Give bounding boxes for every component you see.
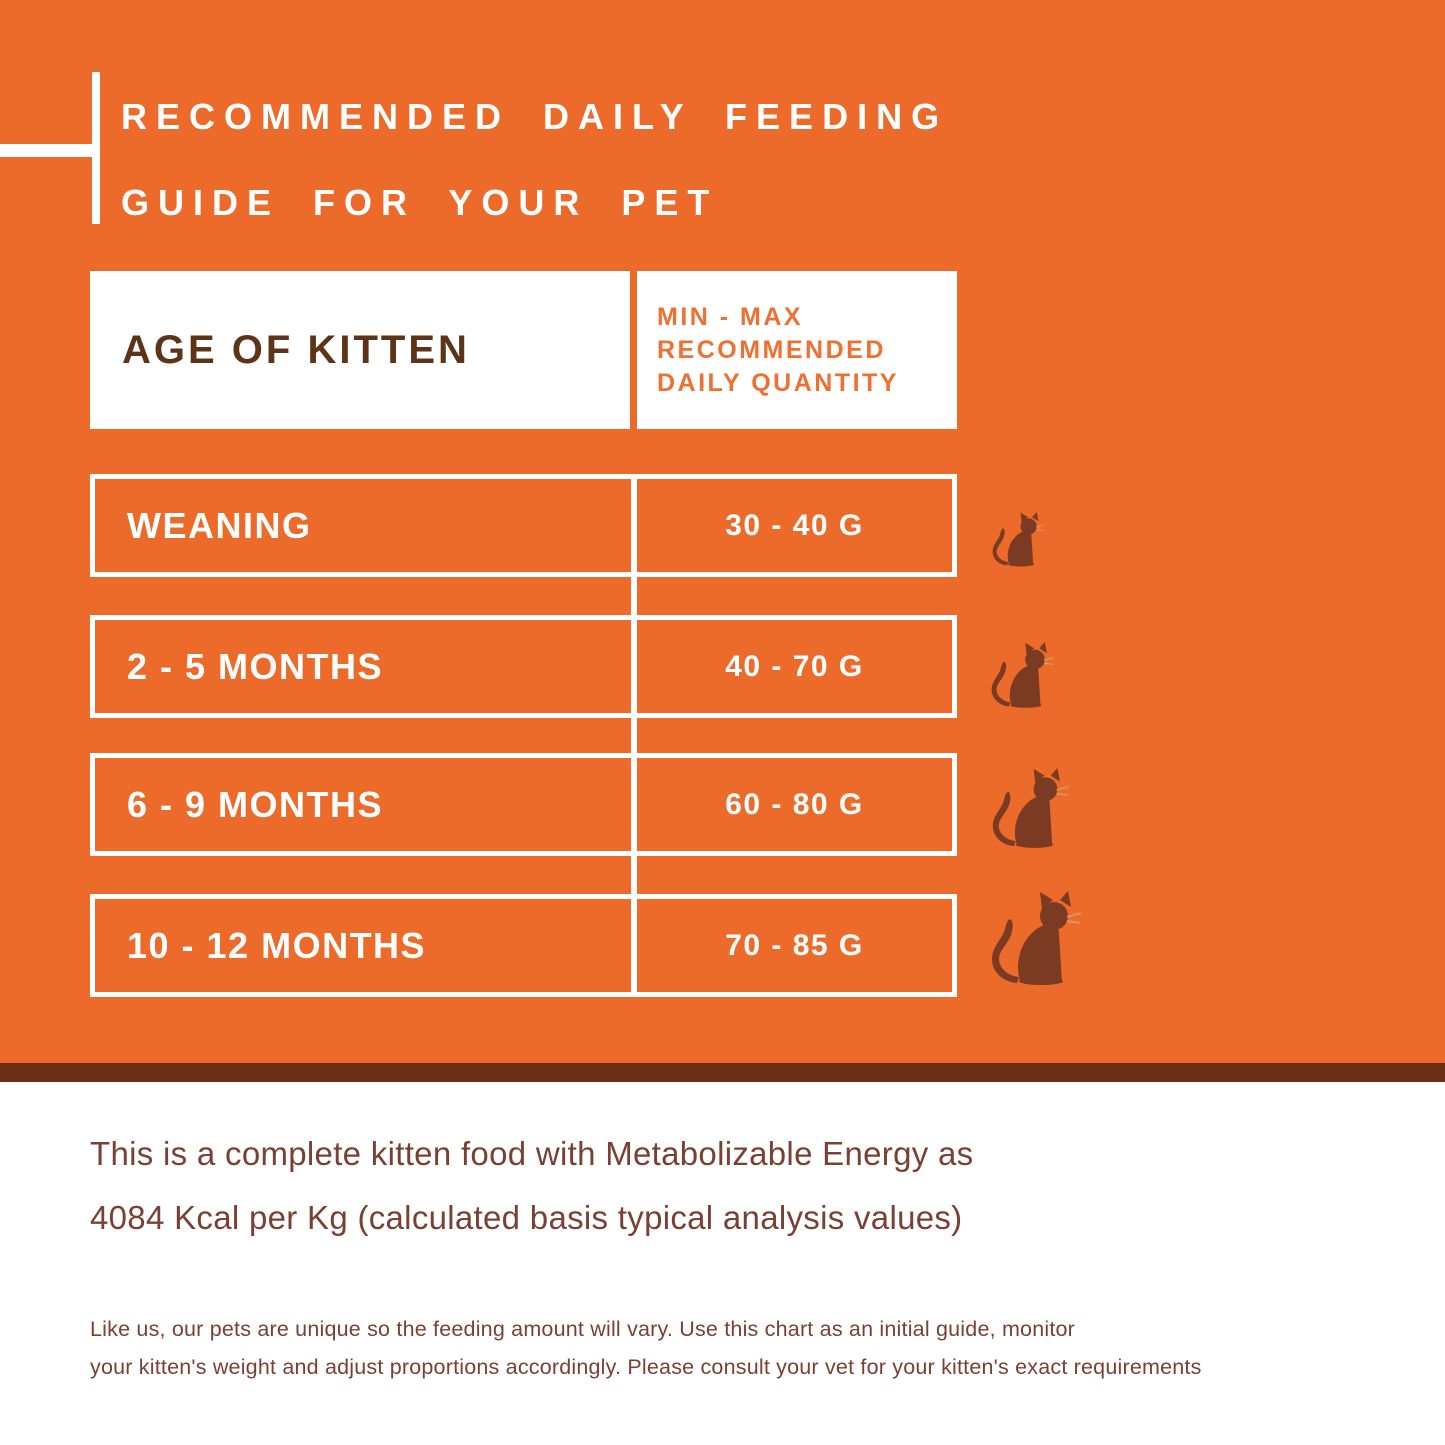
table-row-weaning: WEANING 30 - 40 G: [90, 474, 957, 577]
quantity-cell: 30 - 40 G: [631, 479, 952, 572]
age-cell: WEANING: [127, 504, 312, 546]
energy-note-line-2: 4084 Kcal per Kg (calculated basis typic…: [90, 1199, 963, 1236]
cat-icon: [991, 768, 1070, 849]
title-accent-horizontal-bar: [0, 144, 92, 157]
table-header-age-cell: AGE OF KITTEN: [90, 271, 630, 429]
table-header-quantity-cell: MIN - MAX RECOMMENDED DAILY QUANTITY: [637, 271, 957, 429]
quantity-cell: 70 - 85 G: [631, 899, 952, 992]
energy-note-line-1: This is a complete kitten food with Meta…: [90, 1135, 974, 1172]
table-header-age-label: AGE OF KITTEN: [122, 327, 470, 372]
table-row-2-5-months: 2 - 5 MONTHS 40 - 70 G: [90, 615, 957, 718]
quantity-cell: 60 - 80 G: [631, 758, 952, 851]
column-divider-segment: [631, 577, 637, 615]
page-title: RECOMMENDED DAILY FEEDING GUIDE FOR YOUR…: [121, 74, 948, 246]
table-header-quantity-line-3: DAILY QUANTITY: [657, 368, 899, 397]
age-cell: 6 - 9 MONTHS: [127, 783, 384, 825]
title-accent-vertical-line: [92, 72, 100, 224]
disclaimer-line-2: your kitten's weight and adjust proporti…: [90, 1355, 1202, 1379]
table-header-quantity-line-2: RECOMMENDED: [657, 335, 886, 364]
column-divider-segment: [631, 718, 637, 753]
table-header-quantity-line-1: MIN - MAX: [657, 302, 804, 331]
table-row-10-12-months: 10 - 12 MONTHS 70 - 85 G: [90, 894, 957, 997]
disclaimer-line-1: Like us, our pets are unique so the feed…: [90, 1317, 1076, 1341]
age-cell: 2 - 5 MONTHS: [127, 645, 384, 687]
cat-icon: [992, 512, 1045, 568]
disclaimer-note: Like us, our pets are unique so the feed…: [90, 1310, 1202, 1386]
page-title-line-2: GUIDE FOR YOUR PET: [121, 182, 719, 223]
cat-icon: [991, 891, 1082, 986]
section-divider-bar: [0, 1063, 1445, 1082]
column-divider-segment: [631, 856, 637, 894]
energy-note: This is a complete kitten food with Meta…: [90, 1122, 973, 1250]
age-cell: 10 - 12 MONTHS: [127, 924, 427, 966]
quantity-cell: 40 - 70 G: [631, 620, 952, 713]
table-row-6-9-months: 6 - 9 MONTHS 60 - 80 G: [90, 753, 957, 856]
page-title-line-1: RECOMMENDED DAILY FEEDING: [121, 96, 949, 137]
cat-icon: [990, 642, 1055, 709]
